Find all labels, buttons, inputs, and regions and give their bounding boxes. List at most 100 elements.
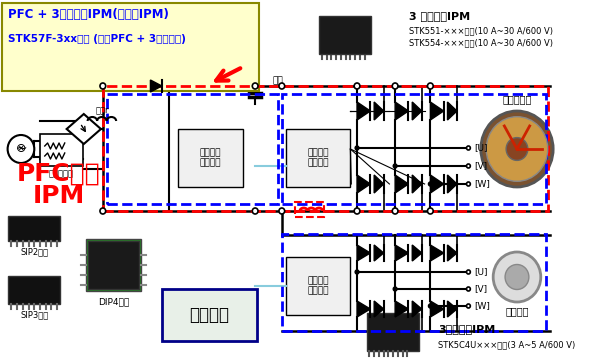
- Text: 电感r: 电感r: [96, 107, 110, 116]
- Bar: [282, 94, 547, 204]
- Polygon shape: [395, 102, 409, 120]
- Circle shape: [253, 83, 258, 89]
- Circle shape: [8, 135, 34, 163]
- Bar: [8, 276, 60, 304]
- Polygon shape: [395, 301, 409, 317]
- Text: [U]: [U]: [474, 267, 488, 276]
- Circle shape: [355, 146, 359, 150]
- Circle shape: [279, 83, 284, 89]
- Bar: [103, 86, 548, 211]
- Text: STK551-×××系列(10 A~30 A/600 V): STK551-×××系列(10 A~30 A/600 V): [409, 27, 553, 36]
- Bar: [88, 241, 139, 289]
- Circle shape: [428, 182, 432, 186]
- Text: 门极驱动
器及保护: 门极驱动 器及保护: [200, 148, 221, 168]
- Bar: [8, 216, 60, 241]
- Text: 微控制器: 微控制器: [190, 306, 229, 324]
- Polygon shape: [448, 175, 457, 193]
- Bar: [2, 3, 259, 91]
- Circle shape: [393, 287, 397, 291]
- Text: 3相变频器IPM: 3相变频器IPM: [438, 324, 495, 334]
- Polygon shape: [430, 175, 443, 193]
- Text: PFC组合: PFC组合: [17, 162, 101, 186]
- Text: STK57F-3xx系列 (升压PFC + 3相变频器): STK57F-3xx系列 (升压PFC + 3相变频器): [8, 34, 185, 44]
- Circle shape: [467, 287, 470, 291]
- Circle shape: [481, 111, 553, 187]
- Text: PFC + 3相变频器IPM(二合一IPM): PFC + 3相变频器IPM(二合一IPM): [8, 8, 169, 20]
- Bar: [295, 202, 324, 217]
- Polygon shape: [412, 245, 422, 261]
- Text: 噪声滤波器: 噪声滤波器: [49, 169, 73, 178]
- Bar: [319, 16, 371, 54]
- Polygon shape: [357, 245, 370, 261]
- Polygon shape: [448, 102, 457, 120]
- Bar: [107, 94, 278, 204]
- Bar: [367, 313, 419, 351]
- Circle shape: [427, 83, 433, 89]
- Text: STK554-×××系列(10 A~30 A/600 V): STK554-×××系列(10 A~30 A/600 V): [409, 38, 553, 47]
- Circle shape: [467, 270, 470, 274]
- Polygon shape: [412, 175, 422, 193]
- Polygon shape: [67, 114, 101, 144]
- Text: STK5C4U×××系列(3 A~5 A/600 V): STK5C4U×××系列(3 A~5 A/600 V): [438, 340, 575, 350]
- Text: 风扇电机: 风扇电机: [505, 306, 529, 316]
- Circle shape: [467, 146, 470, 150]
- Circle shape: [392, 83, 398, 89]
- Text: 门极驱动
器及保护: 门极驱动 器及保护: [307, 148, 329, 168]
- Bar: [178, 129, 243, 187]
- Text: DIP4封装: DIP4封装: [98, 298, 129, 307]
- Text: 压缩机电机: 压缩机电机: [502, 94, 532, 104]
- Bar: [86, 239, 141, 291]
- Text: IPM: IPM: [33, 184, 85, 208]
- Bar: [286, 129, 350, 187]
- Bar: [286, 257, 350, 315]
- Text: SIP2封装: SIP2封装: [20, 247, 49, 256]
- Circle shape: [100, 83, 106, 89]
- Polygon shape: [412, 301, 422, 317]
- Polygon shape: [357, 175, 370, 193]
- Text: 门极驱动
器及保护: 门极驱动 器及保护: [307, 276, 329, 296]
- Polygon shape: [412, 102, 422, 120]
- Polygon shape: [430, 301, 443, 317]
- Polygon shape: [374, 245, 383, 261]
- Text: [V]: [V]: [474, 162, 487, 171]
- Polygon shape: [395, 175, 409, 193]
- Text: ~: ~: [15, 142, 27, 156]
- Circle shape: [467, 182, 470, 186]
- Circle shape: [392, 208, 398, 214]
- Polygon shape: [430, 245, 443, 261]
- Text: SIP3封装: SIP3封装: [20, 311, 49, 320]
- Circle shape: [354, 83, 360, 89]
- Polygon shape: [357, 102, 370, 120]
- Text: 电容: 电容: [272, 76, 283, 85]
- Circle shape: [100, 208, 106, 214]
- Circle shape: [427, 208, 433, 214]
- Text: [V]: [V]: [474, 284, 487, 294]
- Bar: [162, 289, 257, 341]
- Circle shape: [355, 270, 359, 274]
- Circle shape: [493, 252, 541, 302]
- Text: [U]: [U]: [474, 144, 488, 153]
- Bar: [282, 234, 547, 331]
- Polygon shape: [395, 245, 409, 261]
- Polygon shape: [374, 175, 383, 193]
- Circle shape: [467, 304, 470, 308]
- Text: [W]: [W]: [474, 180, 490, 188]
- Polygon shape: [374, 301, 383, 317]
- Polygon shape: [448, 245, 457, 261]
- Circle shape: [279, 208, 284, 214]
- Polygon shape: [374, 102, 383, 120]
- Polygon shape: [430, 102, 443, 120]
- Text: ⊗: ⊗: [16, 141, 26, 154]
- Circle shape: [505, 265, 529, 289]
- Circle shape: [506, 137, 528, 160]
- Circle shape: [354, 208, 360, 214]
- Circle shape: [428, 304, 432, 308]
- Polygon shape: [448, 301, 457, 317]
- Bar: [40, 134, 83, 166]
- Circle shape: [486, 117, 548, 181]
- Text: 3 相变频器IPM: 3 相变频器IPM: [409, 11, 470, 21]
- Text: [W]: [W]: [474, 302, 490, 311]
- Circle shape: [393, 164, 397, 168]
- Circle shape: [467, 164, 470, 168]
- Polygon shape: [151, 80, 162, 92]
